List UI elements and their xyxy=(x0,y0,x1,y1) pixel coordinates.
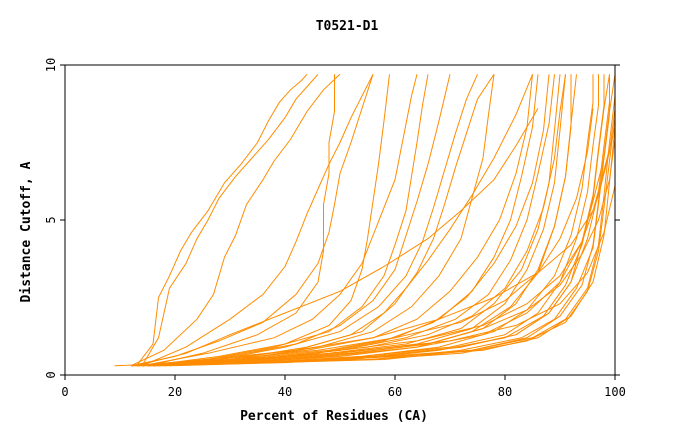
series-line-model-04 xyxy=(141,74,374,367)
y-tick-label-0: 0 xyxy=(44,371,58,378)
series-layer xyxy=(114,73,616,367)
x-axis-ticks: 0 20 40 60 80 100 xyxy=(61,375,626,399)
series-line-model-11 xyxy=(141,74,478,367)
y-tick-label-10: 10 xyxy=(44,58,58,72)
series-line-model-14 xyxy=(152,74,495,367)
series-line-model-39 xyxy=(147,139,616,367)
series-line-model-02 xyxy=(141,73,319,366)
x-tick-label-20: 20 xyxy=(168,385,182,399)
series-line-model-08 xyxy=(147,74,390,367)
series-line-model-35 xyxy=(141,108,594,367)
series-line-model-23 xyxy=(136,74,577,367)
series-line-model-03 xyxy=(130,73,341,367)
series-line-model-38 xyxy=(163,139,616,367)
y-tick-label-5: 5 xyxy=(44,216,58,223)
series-line-model-34 xyxy=(158,102,610,367)
series-line-model-09 xyxy=(136,74,429,367)
chart-title: T0521-D1 xyxy=(316,19,379,34)
series-line-model-12 xyxy=(147,74,495,367)
x-tick-label-60: 60 xyxy=(388,385,402,399)
series-line-model-10 xyxy=(152,74,451,367)
series-line-model-15 xyxy=(141,74,533,367)
x-tick-label-40: 40 xyxy=(278,385,292,399)
series-line-model-25 xyxy=(141,74,599,367)
y-axis-ticks: 0 5 10 xyxy=(44,58,620,379)
series-line-model-40 xyxy=(136,108,539,367)
x-tick-label-80: 80 xyxy=(498,385,512,399)
series-line-model-01 xyxy=(136,73,308,367)
series-line-model-37 xyxy=(130,126,616,367)
series-line-model-32 xyxy=(152,95,616,367)
series-line-model-07 xyxy=(141,74,418,367)
series-line-model-20 xyxy=(141,74,566,367)
series-line-model-36 xyxy=(152,114,610,367)
series-line-model-06 xyxy=(147,74,335,367)
x-tick-label-0: 0 xyxy=(61,385,68,399)
x-tick-label-100: 100 xyxy=(604,385,626,399)
y-axis-label: Distance Cutoff, A xyxy=(19,161,34,302)
x-axis-label: Percent of Residues (CA) xyxy=(240,409,428,424)
